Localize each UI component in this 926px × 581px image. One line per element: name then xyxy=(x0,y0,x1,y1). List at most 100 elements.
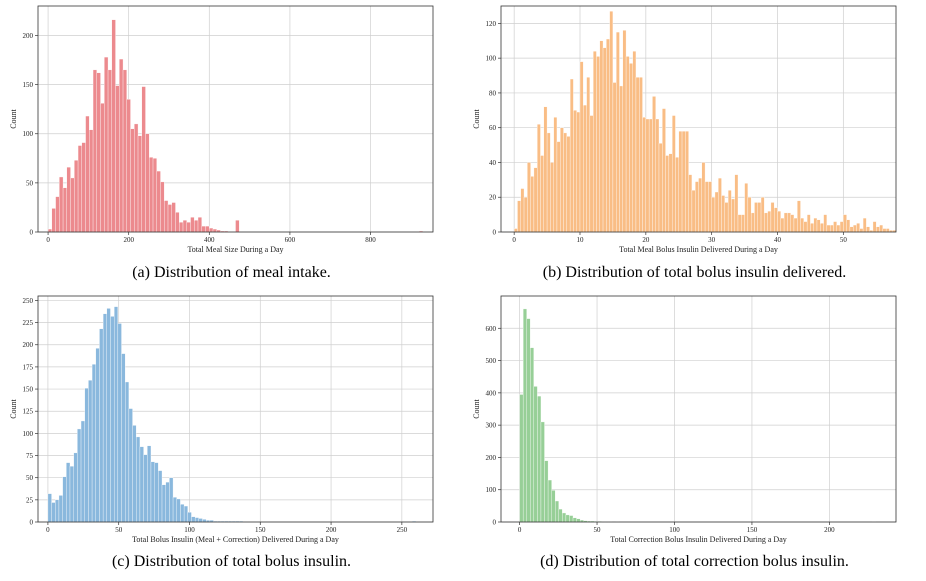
y-tick-label: 0 xyxy=(30,519,34,527)
histogram-bar xyxy=(572,517,577,523)
histogram-bar xyxy=(708,181,712,233)
histogram-bar xyxy=(662,108,666,233)
histogram-bar xyxy=(770,202,775,233)
histogram-bar xyxy=(764,212,768,233)
histogram-bar xyxy=(800,217,805,233)
histogram-bar xyxy=(882,228,887,233)
histogram-bar xyxy=(754,202,758,233)
histogram-bar xyxy=(750,212,755,233)
histogram-bar xyxy=(62,476,67,523)
histogram-bar xyxy=(576,111,581,233)
histogram-bar xyxy=(836,224,841,233)
y-tick-label: 100 xyxy=(23,430,34,438)
histogram-bar xyxy=(111,19,116,233)
histogram-bar xyxy=(547,479,552,523)
histogram-bar xyxy=(820,223,824,233)
histogram-bar xyxy=(793,217,798,233)
histogram-bar xyxy=(885,228,890,233)
y-tick-label: 175 xyxy=(23,363,34,371)
histogram-bar xyxy=(806,214,811,233)
histogram-bar xyxy=(829,224,834,233)
histogram-bar xyxy=(556,141,561,233)
x-tick-label: 50 xyxy=(594,526,602,534)
histogram-bar xyxy=(550,162,554,233)
caption-meal-bolus: (b) Distribution of total bolus insulin … xyxy=(542,264,847,281)
histogram-bar xyxy=(74,160,79,233)
y-tick-label: 50 xyxy=(26,179,34,187)
histogram-bar xyxy=(139,446,144,523)
y-tick-label: 500 xyxy=(486,357,497,365)
histogram-bar xyxy=(685,130,689,233)
histogram-bar xyxy=(117,323,122,523)
histogram-bar xyxy=(622,30,627,233)
histogram-bar xyxy=(576,518,581,523)
histogram-bar xyxy=(803,221,808,233)
histogram-bar xyxy=(99,328,104,523)
histogram-bar xyxy=(839,221,844,233)
y-tick-label: 100 xyxy=(23,130,34,138)
histogram-bar xyxy=(546,132,551,233)
y-tick-label: 25 xyxy=(26,496,34,504)
histogram-bar xyxy=(619,85,623,233)
histogram-bar xyxy=(121,353,126,523)
histogram-bar xyxy=(760,197,765,233)
histogram-bar xyxy=(533,386,538,523)
histogram-bar xyxy=(678,130,683,233)
histogram-bar xyxy=(134,123,139,233)
histogram-bar xyxy=(66,166,71,233)
histogram-bar xyxy=(846,219,851,233)
x-tick-label: 0 xyxy=(46,236,50,244)
histogram-bar xyxy=(190,217,195,233)
histogram-bar xyxy=(704,181,709,233)
y-tick-label: 600 xyxy=(486,325,497,333)
histogram-bar xyxy=(560,127,564,233)
y-axis-label: Count xyxy=(472,108,481,128)
histogram-bar xyxy=(179,221,184,233)
histogram-bar xyxy=(96,72,101,233)
histogram-bar xyxy=(164,200,169,233)
histogram-bar xyxy=(122,69,127,233)
histogram-bar xyxy=(553,117,558,233)
y-tick-label: 120 xyxy=(486,20,497,28)
histogram-bar xyxy=(47,228,52,233)
y-tick-label: 100 xyxy=(486,486,497,494)
histogram-bar xyxy=(160,181,165,233)
histogram-bar xyxy=(197,217,202,233)
x-axis-label: Total Meal Size During a Day xyxy=(187,245,283,254)
histogram-bar xyxy=(171,202,176,233)
histogram-bar xyxy=(70,177,75,233)
histogram-bar xyxy=(790,214,795,233)
histogram-bar xyxy=(77,145,82,233)
histogram-bar xyxy=(727,190,732,233)
histogram-bar xyxy=(81,142,86,233)
plot-frame xyxy=(37,295,434,523)
histogram-bar xyxy=(194,220,199,233)
histogram-bar xyxy=(143,454,148,523)
histogram-bar xyxy=(513,228,518,233)
histogram-bar xyxy=(91,364,96,523)
y-tick-label: 300 xyxy=(486,422,497,430)
histogram-bar xyxy=(119,58,124,233)
histogram-bar xyxy=(201,225,206,233)
histogram-bar xyxy=(115,85,120,233)
y-tick-label: 150 xyxy=(23,81,34,89)
histogram-bar xyxy=(856,223,860,233)
x-tick-label: 150 xyxy=(255,526,266,534)
histogram-bar xyxy=(816,219,821,233)
histogram-bar xyxy=(849,226,854,233)
histogram-bar xyxy=(540,155,544,233)
histogram-bar xyxy=(154,462,159,523)
histogram-bar xyxy=(194,517,200,523)
x-tick-label: 50 xyxy=(840,236,848,244)
histogram-bar xyxy=(533,167,538,233)
histogram-bar xyxy=(876,226,880,233)
histogram-bar xyxy=(543,106,548,233)
histogram-bar xyxy=(655,118,660,233)
histogram-bar xyxy=(55,196,60,233)
histogram-bar xyxy=(47,493,52,523)
histogram-bar xyxy=(862,217,867,233)
histogram-bar xyxy=(645,118,650,233)
histogram-bar xyxy=(866,226,870,233)
histogram-bar xyxy=(537,395,542,523)
y-tick-label: 200 xyxy=(23,341,34,349)
